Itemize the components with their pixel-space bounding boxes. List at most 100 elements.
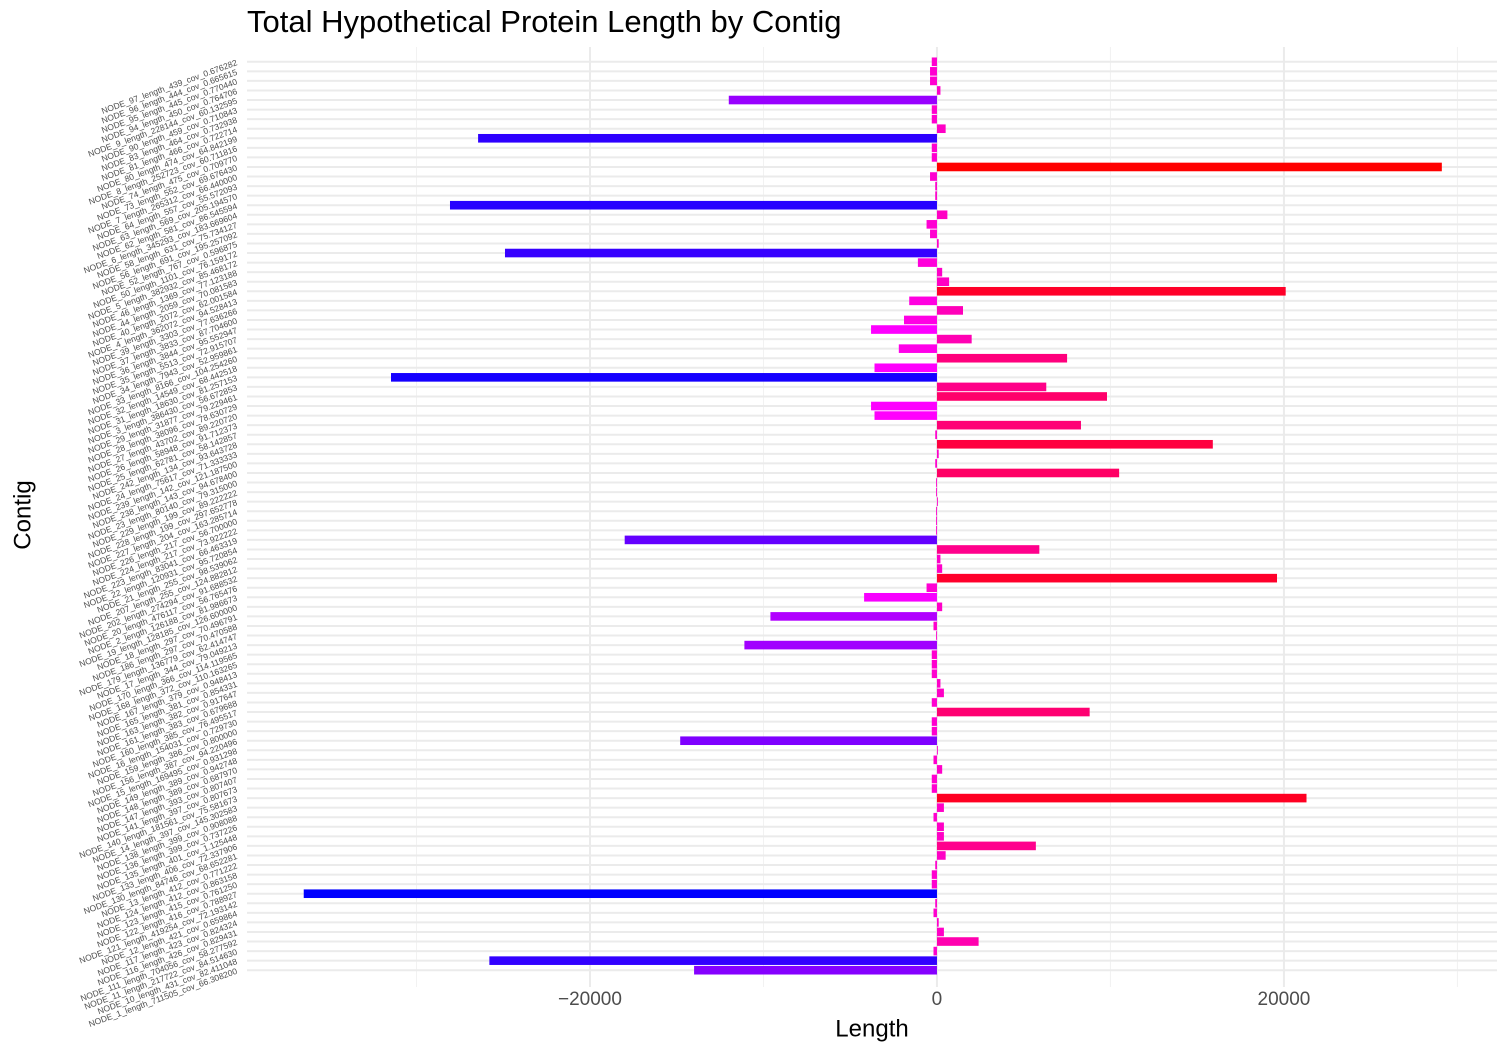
bar [936,545,1040,554]
x-axis-label: Length [835,1015,908,1042]
bar [871,401,937,411]
bar [936,162,1442,172]
bar [728,95,937,105]
bar [931,114,937,124]
bar [936,334,972,344]
bar [936,679,941,688]
bar [936,564,943,573]
x-tick-label: 20000 [1258,989,1311,1010]
bar [303,889,937,899]
x-tick-label: −20000 [558,989,622,1010]
bar [936,516,937,526]
bar [933,812,937,822]
bar [874,363,937,373]
bar [935,430,937,440]
bar [909,296,937,306]
bar [936,487,937,497]
bar [931,784,937,793]
bar [933,908,937,918]
bar [874,411,937,420]
bar [933,755,937,765]
bar [489,956,937,965]
bar [931,879,937,889]
y-axis-label: Contig [9,480,36,549]
bar [936,554,941,564]
bar [390,373,937,382]
bar [624,535,937,545]
bar [931,669,937,679]
bar [936,937,979,946]
bar [936,745,938,755]
bar [936,306,963,315]
bar [936,841,1036,851]
bar [936,832,944,841]
bar [936,688,944,698]
bar [694,965,937,975]
bar [449,200,937,210]
bar [936,239,939,248]
bar [931,717,937,726]
bar [930,229,937,239]
bar [931,659,937,669]
bar [936,506,937,516]
bar [926,583,937,593]
bar [933,621,937,631]
bar [898,344,937,353]
bar [936,392,1107,401]
bar [904,315,937,325]
bar [931,650,937,659]
bar [936,468,1120,478]
bar [936,918,939,927]
bar [930,76,937,86]
bar [864,592,937,602]
bar [931,870,937,879]
bar [930,67,937,76]
bar [936,420,1081,430]
bar [936,822,944,832]
bar [936,927,944,937]
bar [936,267,943,277]
bar [871,325,937,334]
bar [504,248,937,258]
bar [936,851,946,860]
bar [936,124,946,134]
bar [936,793,1307,803]
bar [931,698,937,707]
bar [936,86,941,95]
bar [936,478,937,487]
bar [770,612,937,621]
bar [931,105,937,114]
bar [936,526,937,535]
bar [936,497,938,506]
x-tick-label: 0 [932,989,943,1010]
bar [936,353,1068,363]
bar [935,459,937,468]
bar [936,602,943,612]
bar [931,143,937,153]
bar [931,57,937,67]
bar [936,631,937,640]
bar [931,726,937,736]
bar [744,640,937,650]
bar [936,707,1090,717]
bar [936,382,1047,392]
bar [680,736,937,746]
bar [935,898,937,908]
bar [936,286,1286,296]
bar [933,946,937,956]
bar [478,133,937,143]
chart-title: Total Hypothetical Protein Length by Con… [247,4,842,39]
bar [936,573,1278,583]
bar [935,181,937,191]
bar [936,765,943,774]
bar [935,860,937,870]
bar [936,210,948,220]
bar [936,277,950,287]
bar [926,220,937,229]
bar [930,172,937,181]
bar [935,191,937,200]
bar [936,439,1213,449]
bar [917,258,937,267]
bar [936,449,939,459]
